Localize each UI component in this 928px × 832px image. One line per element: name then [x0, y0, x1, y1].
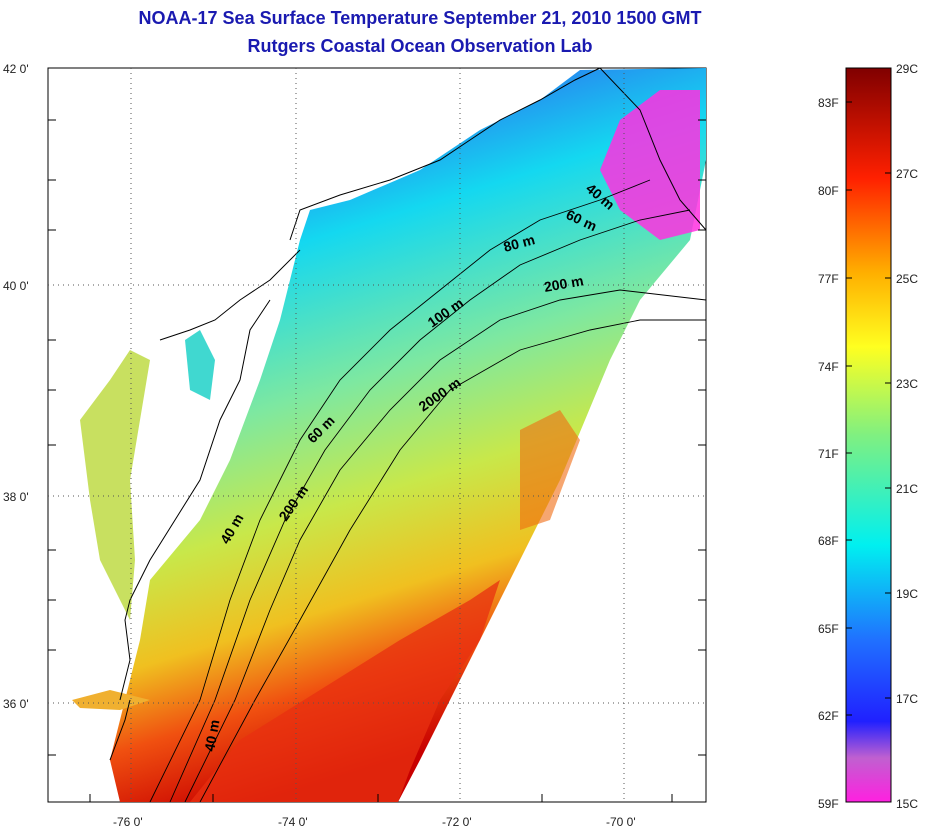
- fahrenheit-label: 59F: [818, 797, 839, 811]
- contour-line: [184, 289, 707, 803]
- contour-label: 80 m: [502, 231, 537, 255]
- sst-swath: [110, 68, 706, 802]
- contour-label: 40 m: [201, 718, 222, 752]
- celsius-label: 23C: [896, 377, 918, 391]
- celsius-label: 27C: [896, 167, 918, 181]
- lon-tick-label: -76 0': [113, 815, 143, 829]
- contour-line: [169, 209, 691, 803]
- colorbar-ticks: [846, 67, 891, 803]
- coastline: [109, 67, 707, 761]
- cold-patch: [600, 90, 700, 240]
- lat-tick-label: 38 0': [3, 490, 29, 504]
- gulf-stream: [190, 580, 500, 802]
- pamlico-sound: [72, 690, 150, 710]
- frame-ticks: [48, 119, 706, 802]
- contour-line: [199, 319, 706, 803]
- colorbar: [845, 67, 892, 803]
- celsius-label: 15C: [896, 797, 918, 811]
- fahrenheit-label: 65F: [818, 622, 839, 636]
- lon-tick-label: -72 0': [442, 815, 472, 829]
- contour-line: [149, 179, 651, 803]
- chesapeake-bay: [80, 350, 150, 620]
- celsius-label: 29C: [896, 62, 918, 76]
- lon-tick-label: -70 0': [606, 815, 636, 829]
- celsius-label: 19C: [896, 587, 918, 601]
- celsius-label: 21C: [896, 482, 918, 496]
- lat-tick-label: 40 0': [3, 279, 29, 293]
- map-title: NOAA-17 Sea Surface Temperature Septembe…: [138, 8, 702, 28]
- fahrenheit-label: 80F: [818, 184, 839, 198]
- celsius-label: 25C: [896, 272, 918, 286]
- lat-tick-label: 42 0': [3, 62, 29, 76]
- celsius-label: 17C: [896, 692, 918, 706]
- warm-filament: [520, 410, 580, 530]
- fahrenheit-label: 71F: [818, 447, 839, 461]
- fahrenheit-label: 62F: [818, 709, 839, 723]
- lon-tick-label: -74 0': [278, 815, 308, 829]
- lat-tick-label: 36 0': [3, 697, 29, 711]
- fahrenheit-label: 77F: [818, 272, 839, 286]
- fahrenheit-label: 83F: [818, 96, 839, 110]
- map-subtitle: Rutgers Coastal Ocean Observation Lab: [247, 36, 593, 56]
- fahrenheit-label: 68F: [818, 534, 839, 548]
- delaware-bay: [185, 330, 215, 400]
- contour-label: 200 m: [543, 272, 585, 295]
- fahrenheit-label: 74F: [818, 360, 839, 374]
